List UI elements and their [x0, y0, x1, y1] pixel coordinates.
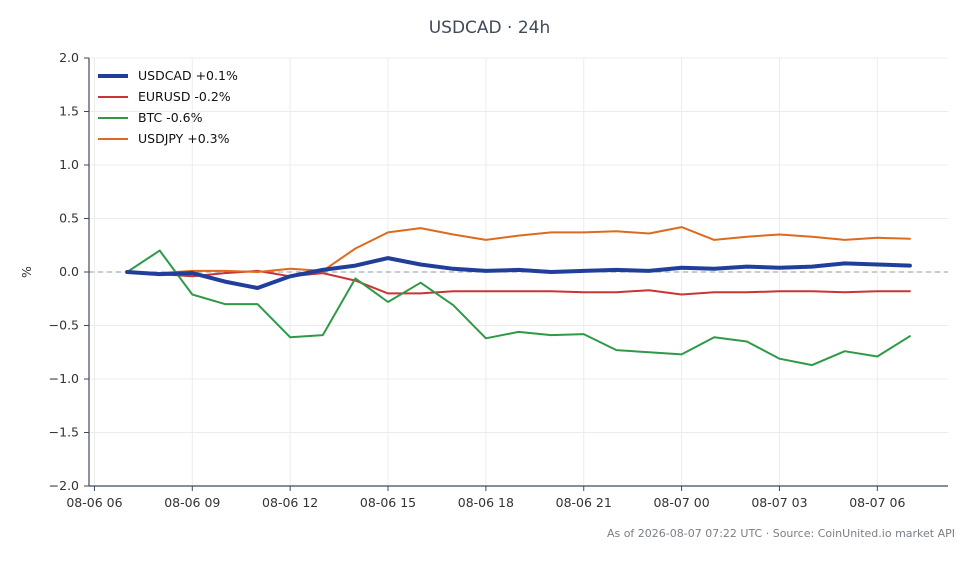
y-tick-label: −2.0 [49, 478, 79, 493]
x-tick-label: 08-07 03 [751, 495, 807, 510]
legend: USDCAD +0.1% EURUSD -0.2% BTC -0.6% USDJPY … [98, 68, 238, 146]
x-tick-label: 08-06 18 [458, 495, 514, 510]
series-line-btc [126, 249, 911, 367]
legend-label: BTC -0.6% [138, 110, 203, 125]
x-tick-label: 08-06 09 [164, 495, 220, 510]
series-line-eurusd [126, 269, 911, 296]
legend-label: USDJPY +0.3% [138, 131, 230, 146]
legend-label: USDCAD +0.1% [138, 68, 238, 83]
y-tick-label: 0.0 [59, 264, 79, 279]
y-tick-label: −0.5 [49, 318, 79, 333]
grid [89, 57, 948, 487]
x-tick-label: 08-06 15 [360, 495, 416, 510]
y-tick-label: 2.0 [59, 50, 79, 65]
y-tick-label: 1.5 [59, 104, 79, 119]
y-tick-label: −1.5 [49, 425, 79, 440]
x-tick-label: 08-07 06 [849, 495, 905, 510]
chart-title: USDCAD · 24h [428, 18, 551, 38]
legend-label: EURUSD -0.2% [138, 89, 231, 104]
x-tick-label: 08-06 12 [262, 495, 318, 510]
y-tick-label: 0.5 [59, 211, 79, 226]
y-tick-label: 1.0 [59, 157, 79, 172]
x-tick-label: 08-06 06 [66, 495, 122, 510]
series-line-usdjpy [126, 226, 911, 275]
axes [84, 57, 948, 491]
y-axis-label: % [19, 266, 34, 278]
x-tick-label: 08-06 21 [556, 495, 612, 510]
series-line-usdcad [125, 256, 912, 290]
series-lines [125, 226, 912, 367]
y-tick-label: −1.0 [49, 371, 79, 386]
x-tick-label: 08-07 00 [653, 495, 709, 510]
source-footnote: As of 2026-08-07 07:22 UTC · Source: Coi… [606, 527, 955, 540]
tick-labels: −2.0 −1.5 −1.0 −0.5 0.0 0.5 1.0 1.5 2.0 08-06 06 0… [49, 50, 906, 510]
